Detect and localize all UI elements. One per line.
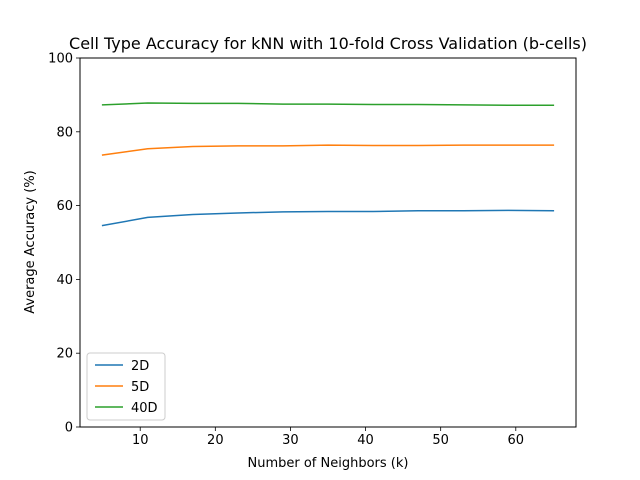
series-line-2d: [101, 209, 555, 227]
y-tick-label: 20: [56, 347, 73, 362]
y-tick-label: 80: [56, 125, 73, 140]
plot-area: 10 20 30 40 50 60 0 20 40 60 80 100 2D 5D 40D: [48, 52, 577, 448]
series-line-5d: [101, 144, 555, 156]
y-tick-label: 40: [56, 273, 73, 288]
x-tick-label: 60: [508, 433, 525, 448]
legend-label-40d: 40D: [131, 401, 158, 416]
plot-frame: [79, 57, 577, 428]
y-tick-label: 100: [48, 52, 73, 67]
y-axis-title: Average Accuracy (%): [23, 170, 38, 314]
x-tick-label: 10: [132, 433, 149, 448]
y-tick-label: 60: [56, 199, 73, 214]
x-axis-title: Number of Neighbors (k): [248, 456, 409, 471]
x-tick-label: 40: [357, 433, 374, 448]
legend-label-2d: 2D: [131, 359, 149, 374]
x-tick-label: 30: [282, 433, 299, 448]
legend-box: [86, 352, 166, 421]
legend-label-5d: 5D: [131, 380, 149, 395]
y-tick-label: 0: [65, 421, 73, 436]
x-tick-label: 20: [207, 433, 224, 448]
x-tick-label: 50: [432, 433, 449, 448]
chart-title: Cell Type Accuracy for kNN with 10-fold …: [69, 34, 587, 53]
series-line-40d: [101, 102, 555, 106]
